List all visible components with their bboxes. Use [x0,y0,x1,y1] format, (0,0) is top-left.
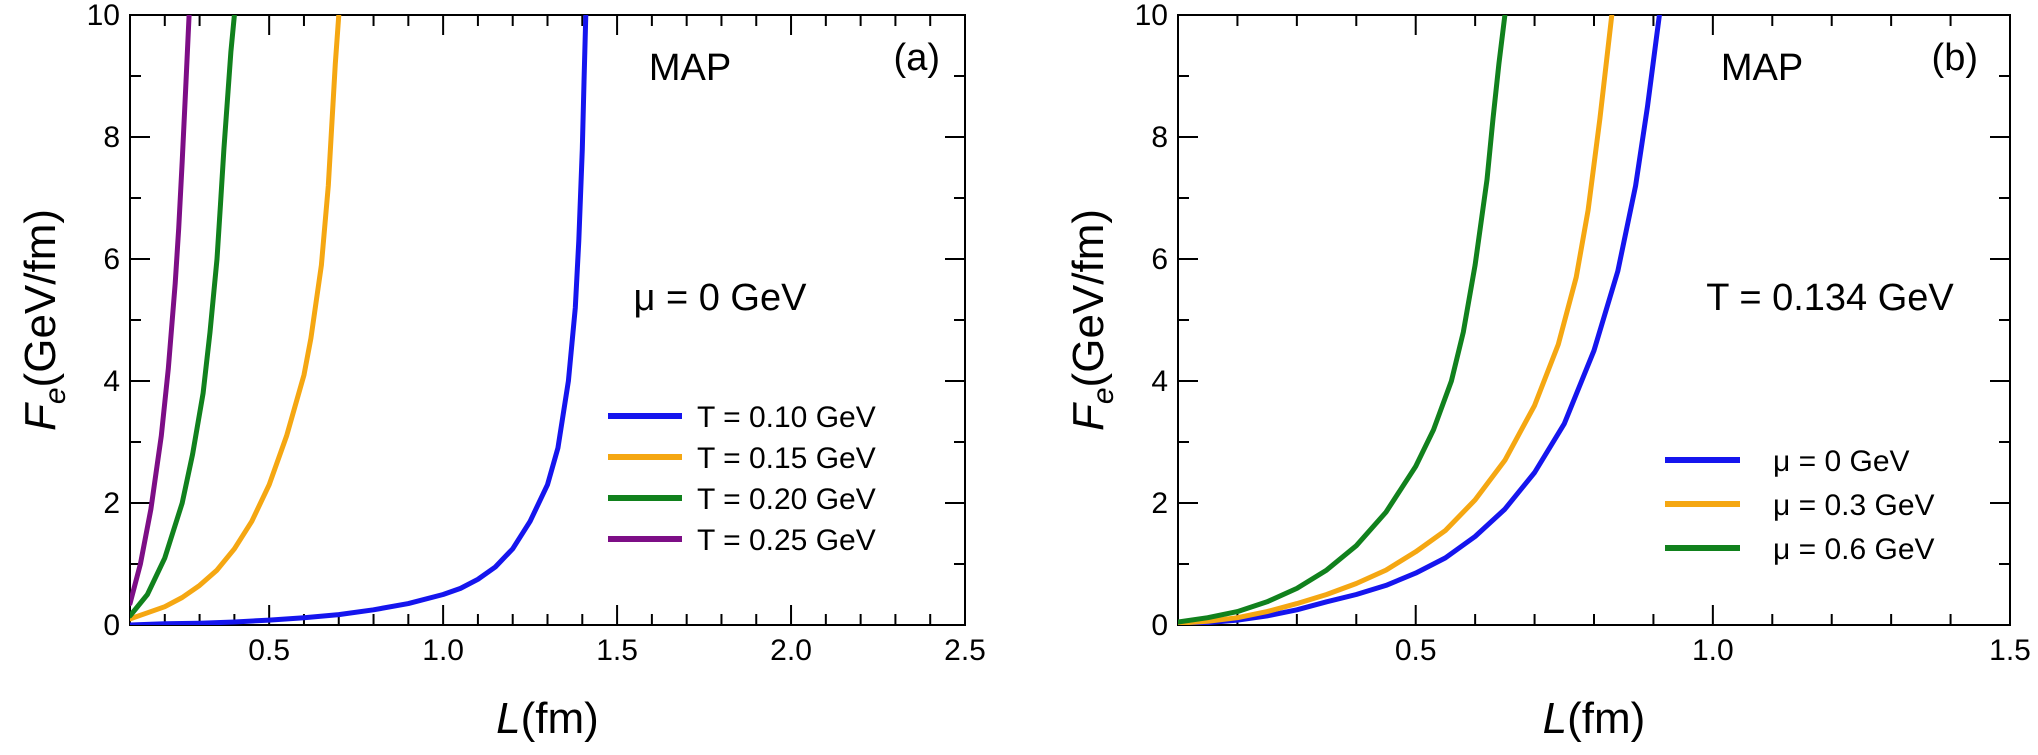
series-line [1178,15,1662,625]
series-line [1178,15,1508,625]
legend: μ = 0 GeV μ = 0.3 GeV μ = 0.6 GeV [1665,445,1935,566]
y-axis-title: Fe(GeV/fm) [16,209,72,431]
legend-entry: μ = 0.6 GeV [1773,533,1935,566]
legend-entry: T = 0.20 GeV [697,483,876,516]
y-tick-label: 8 [103,121,120,154]
series-line [130,15,192,607]
x-tick-label: 1.5 [596,634,638,667]
y-tick-label: 4 [103,365,120,398]
panel-b: 0 2 4 6 8 10 0.5 1.0 1.5 L(fm) Fe(GeV/fm) (b) MAP T =… [1064,0,2031,743]
x-tick-label: 2.5 [944,634,986,667]
x-tick-label: 1.0 [422,634,464,667]
x-tick-label: 1.0 [1692,634,1734,667]
y-tick-label: 0 [1151,609,1168,642]
y-axis-title: Fe(GeV/fm) [1064,209,1120,431]
model-label: MAP [649,47,731,89]
y-tick-label: 2 [1151,487,1168,520]
legend-entry: T = 0.15 GeV [697,442,876,475]
panel-label: (a) [894,37,940,79]
y-tick-label: 10 [87,0,120,32]
series-line [1178,15,1615,625]
series-group [1178,15,1662,625]
y-tick-label: 0 [103,609,120,642]
legend: T = 0.10 GeV T = 0.15 GeV T = 0.20 GeV T = … [608,401,876,557]
x-tick-label: 1.5 [1989,634,2031,667]
series-line [130,15,237,619]
panel-label: (b) [1932,37,1978,79]
condition-label: T = 0.134 GeV [1706,277,1954,319]
x-axis-title: L(fm) [496,694,599,743]
legend-entry: μ = 0.3 GeV [1773,489,1935,522]
y-tick-label: 4 [1151,365,1168,398]
x-axis-title: L(fm) [1543,694,1646,743]
series-line [130,15,342,622]
y-tick-label: 2 [103,487,120,520]
legend-entry: T = 0.25 GeV [697,524,876,557]
y-tick-label: 8 [1151,121,1168,154]
x-tick-label: 2.0 [770,634,812,667]
series-line [130,15,589,625]
y-tick-label: 6 [103,243,120,276]
legend-entry: μ = 0 GeV [1773,445,1910,478]
y-tick-label: 10 [1135,0,1168,32]
series-group [130,15,589,625]
x-tick-label: 0.5 [1395,634,1437,667]
model-label: MAP [1721,47,1803,89]
condition-label: μ = 0 GeV [634,277,808,319]
y-tick-label: 6 [1151,243,1168,276]
legend-entry: T = 0.10 GeV [697,401,876,434]
panel-a: 0 2 4 6 8 10 0.5 1.0 1.5 2.0 2.5 L(fm) Fe(GeV/fm) (a)… [16,0,986,743]
x-tick-label: 0.5 [248,634,290,667]
